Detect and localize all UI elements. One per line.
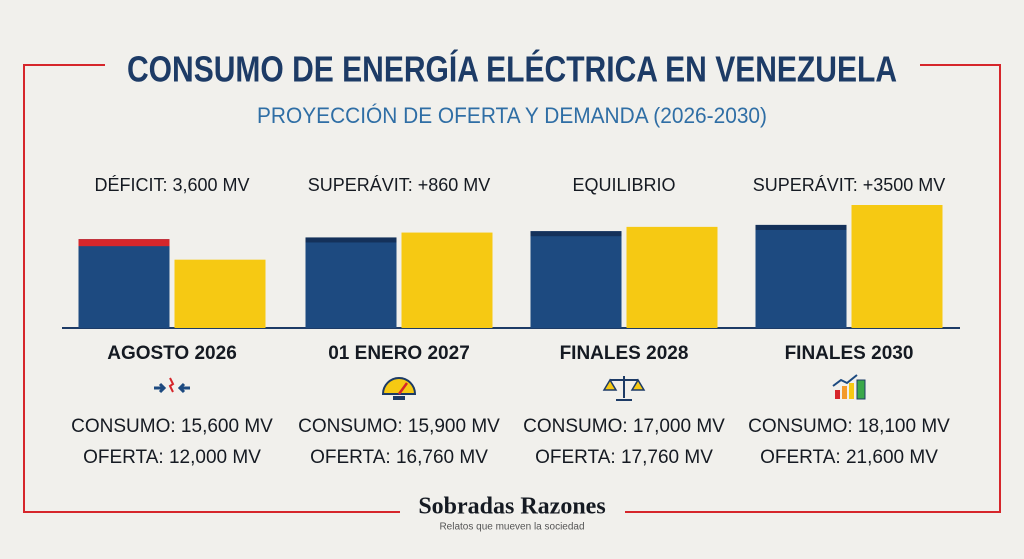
value-label: CONSUMO: 18,100 MV — [748, 416, 950, 437]
icon — [602, 376, 646, 401]
category-label: FINALES 2028 — [560, 343, 689, 364]
category-label: 01 ENERO 2027 — [328, 343, 470, 364]
bar — [174, 259, 266, 328]
bar — [401, 232, 493, 328]
brand: Sobradas Razones — [418, 494, 605, 520]
value-label: OFERTA: 16,760 MV — [310, 447, 488, 468]
bar-cap — [530, 231, 622, 237]
category-label: AGOSTO 2026 — [107, 343, 237, 364]
icon — [154, 377, 190, 394]
bar — [851, 205, 943, 328]
bar — [78, 239, 170, 328]
balance-label: DÉFICIT: 3,600 MV — [94, 175, 249, 195]
balance-label: SUPERÁVIT: +860 MV — [308, 175, 491, 195]
bar — [755, 224, 847, 328]
balance-label: EQUILIBRIO — [572, 175, 675, 195]
value-label: OFERTA: 21,600 MV — [760, 447, 938, 468]
value-label: OFERTA: 17,760 MV — [535, 447, 713, 468]
value-label: CONSUMO: 15,600 MV — [71, 416, 273, 437]
balance-label: SUPERÁVIT: +3500 MV — [753, 175, 946, 195]
icon — [832, 374, 866, 400]
bar — [530, 231, 622, 328]
value-label: OFERTA: 12,000 MV — [83, 447, 261, 468]
chart-subtitle: PROYECCIÓN DE OFERTA Y DEMANDA (2026-203… — [257, 103, 767, 128]
tagline: Relatos que mueven la sociedad — [439, 522, 584, 533]
bar-cap — [78, 239, 170, 247]
value-label: CONSUMO: 15,900 MV — [298, 416, 500, 437]
icon — [381, 377, 417, 400]
category-label: FINALES 2030 — [785, 343, 914, 364]
chart-title: CONSUMO DE ENERGÍA ELÉCTRICA EN VENEZUEL… — [127, 49, 897, 90]
value-label: CONSUMO: 17,000 MV — [523, 416, 725, 437]
bar — [626, 226, 718, 328]
frame — [23, 64, 1001, 513]
bar-cap — [305, 237, 397, 243]
bar-cap — [755, 224, 847, 230]
bar — [305, 237, 397, 328]
